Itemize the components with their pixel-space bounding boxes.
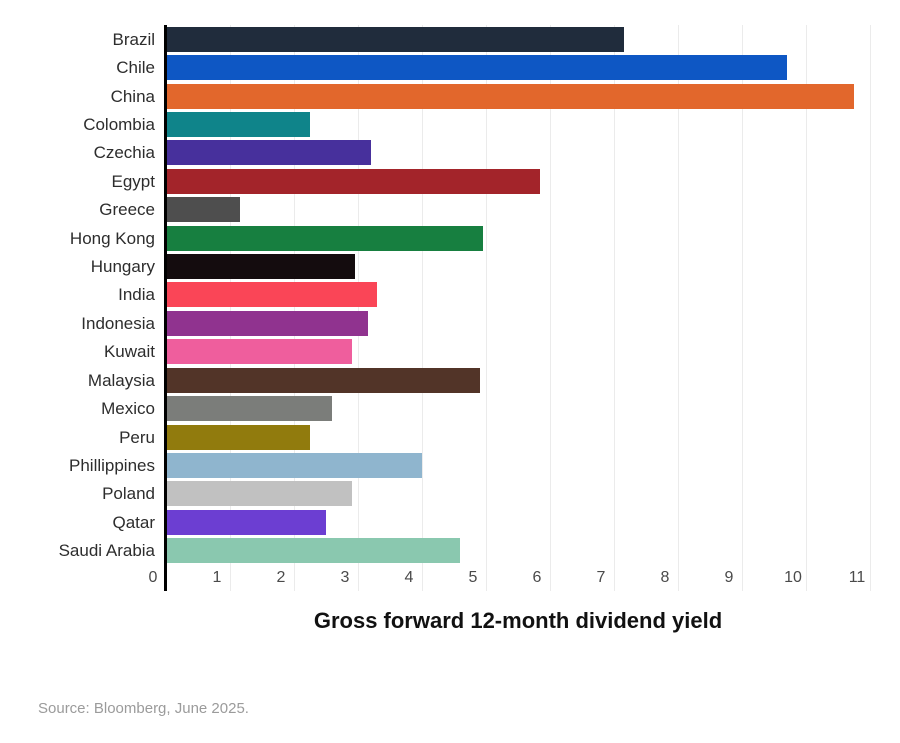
category-label-india: India bbox=[118, 285, 155, 305]
bar-malaysia bbox=[166, 367, 480, 393]
category-label-hungary: Hungary bbox=[90, 257, 155, 277]
x-tick-label-3: 3 bbox=[340, 569, 350, 586]
x-tick-label-8: 8 bbox=[660, 569, 670, 586]
x-tick-label-9: 9 bbox=[724, 569, 734, 586]
y-axis-spine bbox=[164, 25, 167, 591]
gridline-x-5 bbox=[486, 25, 487, 591]
bar-mexico bbox=[166, 396, 333, 422]
plot-area: Brazil Chile China Colombia Czechia Egypt Gree… bbox=[58, 25, 871, 591]
bar-china bbox=[166, 83, 854, 109]
gridline-x-3 bbox=[358, 25, 359, 591]
source-note: Source: Bloomberg, June 2025. bbox=[38, 700, 249, 717]
gridline-x-9 bbox=[742, 25, 743, 591]
x-tick-label-11: 11 bbox=[848, 569, 866, 586]
bar-qatar bbox=[166, 509, 326, 535]
gridline-x-11 bbox=[870, 25, 871, 591]
category-label-china: China bbox=[110, 86, 155, 106]
x-tick-label-5: 5 bbox=[468, 569, 478, 586]
bar-hong-kong bbox=[166, 225, 483, 251]
gridline-x-7 bbox=[614, 25, 615, 591]
gridline-x-1 bbox=[230, 25, 231, 591]
gridline-x-4 bbox=[422, 25, 423, 591]
bar-egypt bbox=[166, 168, 541, 194]
x-tick-label-7: 7 bbox=[596, 569, 606, 586]
bar-czechia bbox=[166, 140, 371, 166]
category-label-indonesia: Indonesia bbox=[81, 313, 155, 333]
category-label-phillippines: Phillippines bbox=[69, 456, 155, 475]
bar-chile bbox=[166, 55, 787, 81]
category-label-egypt: Egypt bbox=[111, 171, 155, 191]
bar-greece bbox=[166, 197, 240, 223]
category-label-brazil: Brazil bbox=[112, 29, 155, 49]
x-tick-label-2: 2 bbox=[276, 569, 286, 586]
category-label-czechia: Czechia bbox=[93, 143, 155, 163]
x-tick-label-6: 6 bbox=[532, 569, 542, 586]
category-label-saudi-arabia: Saudi Arabia bbox=[58, 541, 155, 561]
category-label-colombia: Colombia bbox=[83, 114, 155, 134]
x-tick-label-4: 4 bbox=[404, 569, 414, 586]
gridline-x-10 bbox=[806, 25, 807, 591]
bar-brazil bbox=[166, 26, 624, 52]
category-label-hong-kong: Hong Kong bbox=[69, 228, 155, 248]
bar-indonesia bbox=[166, 310, 368, 336]
bar-saudi-arabia bbox=[166, 538, 461, 564]
gridline-x-2 bbox=[294, 25, 295, 591]
bar-colombia bbox=[166, 111, 310, 137]
category-label-malaysia: Malaysia bbox=[87, 370, 155, 390]
x-axis-title: Gross forward 12-month dividend yield bbox=[313, 608, 723, 633]
gridline-x-8 bbox=[678, 25, 679, 591]
bar-hungary bbox=[166, 254, 355, 280]
category-label-poland: Poland bbox=[102, 484, 155, 504]
category-label-qatar: Qatar bbox=[112, 512, 155, 532]
x-tick-label-1: 1 bbox=[212, 569, 222, 586]
bar-poland bbox=[166, 481, 352, 507]
bar-phillippines bbox=[166, 453, 422, 478]
bar-kuwait bbox=[166, 339, 352, 365]
x-tick-label-0: 0 bbox=[148, 569, 158, 586]
x-tick-label-10: 10 bbox=[784, 569, 802, 586]
category-label-chile: Chile bbox=[116, 58, 155, 78]
bar-india bbox=[166, 282, 378, 308]
category-label-mexico: Mexico bbox=[101, 399, 155, 419]
category-label-greece: Greece bbox=[99, 200, 155, 220]
category-label-peru: Peru bbox=[119, 427, 155, 447]
gridline-x-6 bbox=[550, 25, 551, 591]
bar-peru bbox=[166, 424, 310, 450]
category-label-kuwait: Kuwait bbox=[103, 342, 155, 362]
